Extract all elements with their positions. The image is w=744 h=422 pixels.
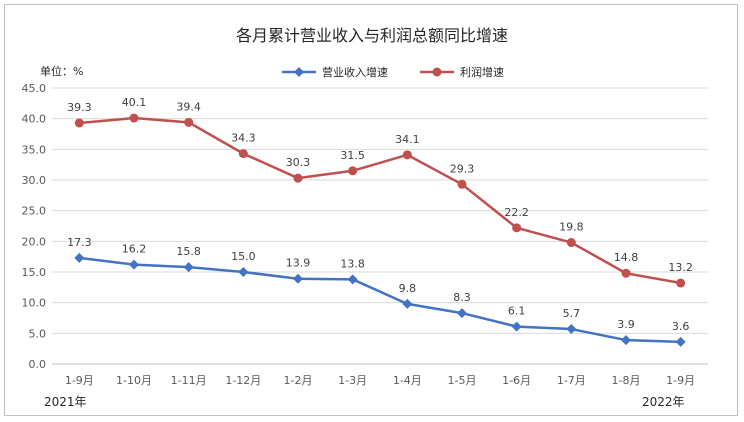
data-label: 13.8	[340, 257, 365, 270]
legend-label: 利润增速	[460, 65, 504, 79]
data-point	[512, 223, 522, 233]
data-label: 15.8	[176, 245, 201, 258]
data-label: 19.8	[559, 221, 584, 234]
data-point	[621, 268, 631, 278]
chart-title: 各月累计营业收入与利润总额同比增速	[236, 26, 508, 45]
x-tick-label: 1-4月	[393, 374, 422, 387]
data-point	[293, 173, 303, 183]
x-axis-ticks: 1-9月 1-10月 1-11月 1-12月 1-2月 1-3月 1-4月 1-5月 1-6月 1…	[65, 374, 695, 387]
legend: 营业收入增速 利润增速	[282, 65, 504, 79]
y-tick-label: 15.0	[22, 266, 47, 279]
data-point	[293, 273, 303, 284]
data-label: 3.9	[617, 318, 635, 331]
data-point	[566, 238, 576, 248]
data-point	[457, 179, 467, 189]
y-tick-label: 20.0	[22, 235, 47, 248]
data-point	[566, 324, 577, 335]
data-label: 39.3	[67, 101, 92, 114]
x-tick-label: 1-12月	[225, 374, 261, 387]
data-label: 39.4	[176, 100, 201, 113]
data-point	[348, 166, 358, 176]
data-point	[238, 149, 248, 159]
data-label: 34.3	[231, 132, 256, 145]
x-tick-label: 1-2月	[284, 374, 313, 387]
data-point	[621, 335, 631, 346]
y-axis-ticks: 0.0 5.0 10.0 15.0 20.0 25.0 30.0 35.0 40.0 45.0	[22, 82, 47, 371]
data-label: 40.1	[122, 96, 147, 109]
data-label: 13.2	[668, 261, 693, 274]
data-point	[184, 117, 194, 127]
data-point	[74, 252, 85, 263]
series-2: 39.3 40.1 39.4 34.3 30.3 31.5 34.1 29.3 22.2 19.8…	[67, 96, 693, 288]
data-point	[347, 274, 358, 285]
data-point	[675, 336, 686, 347]
x-tick-label: 1-5月	[448, 374, 477, 387]
data-point	[129, 113, 139, 123]
series-line	[79, 116, 681, 285]
x-tick-label: 1-3月	[338, 374, 367, 387]
series-1: 17.3 16.2 15.8 15.0 13.9 13.8 9.8 8.3 6.1 5.7 3.9 3…	[67, 236, 689, 347]
data-label: 17.3	[67, 236, 92, 249]
data-point	[129, 259, 139, 270]
data-label: 34.1	[395, 133, 420, 146]
legend-marker	[294, 67, 304, 77]
x-tick-label: 1-9月	[666, 374, 695, 387]
data-label: 30.3	[286, 156, 311, 169]
y-tick-label: 5.0	[29, 327, 47, 340]
data-point	[183, 262, 194, 273]
y-tick-label: 35.0	[22, 143, 47, 156]
data-point	[511, 321, 522, 332]
data-label: 15.0	[231, 250, 256, 263]
y-tick-label: 40.0	[22, 113, 47, 126]
data-label: 22.2	[504, 206, 529, 219]
y-tick-label: 10.0	[22, 297, 47, 310]
year-label-start: 2021年	[44, 395, 87, 409]
gridlines	[52, 87, 708, 365]
y-tick-label: 30.0	[22, 174, 47, 187]
data-label: 29.3	[450, 162, 475, 175]
data-label: 14.8	[614, 251, 639, 264]
y-tick-label: 25.0	[22, 205, 47, 218]
data-point	[402, 298, 413, 309]
data-point	[676, 278, 686, 288]
data-label: 6.1	[508, 305, 526, 318]
x-tick-label: 1-6月	[502, 374, 531, 387]
data-label: 5.7	[563, 307, 581, 320]
legend-marker	[432, 67, 442, 77]
y-tick-label: 45.0	[22, 82, 47, 95]
legend-label: 营业收入增速	[322, 65, 388, 79]
x-tick-label: 1-9月	[65, 374, 94, 387]
series-line	[79, 256, 681, 344]
x-tick-label: 1-10月	[116, 374, 152, 387]
data-point	[402, 150, 412, 160]
x-tick-label: 1-11月	[171, 374, 207, 387]
x-tick-label: 1-8月	[612, 374, 641, 387]
year-label-end: 2022年	[642, 395, 685, 409]
chart-frame	[4, 4, 738, 416]
data-label: 31.5	[340, 149, 365, 162]
series-lines: 17.3 16.2 15.8 15.0 13.9 13.8 9.8 8.3 6.1 5.7 3.9 3…	[67, 96, 693, 347]
data-label: 13.9	[286, 257, 311, 270]
y-tick-label: 0.0	[29, 358, 47, 371]
data-point	[457, 308, 467, 319]
unit-label: 单位：%	[40, 64, 83, 78]
data-label: 16.2	[122, 243, 147, 256]
data-label: 3.6	[672, 320, 690, 333]
data-point	[238, 267, 249, 277]
x-tick-label: 1-7月	[557, 374, 586, 387]
data-point	[74, 118, 84, 128]
data-label: 8.3	[453, 291, 471, 304]
data-label: 9.8	[399, 282, 417, 295]
